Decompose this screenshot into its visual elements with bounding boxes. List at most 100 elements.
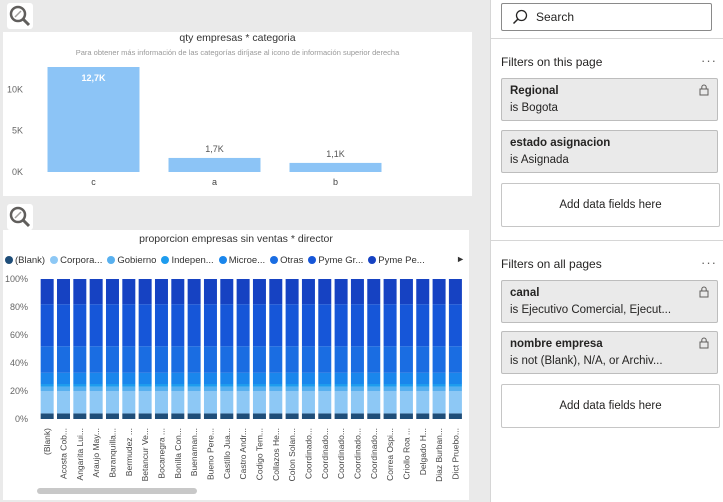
bar-segment: [187, 384, 201, 387]
horizontal-scrollbar[interactable]: [37, 488, 197, 494]
bar-segment: [105, 384, 119, 387]
pane-divider: [490, 0, 491, 502]
bar-segment: [448, 391, 462, 414]
bar-segment: [269, 304, 283, 347]
y-tick-label: 0K: [12, 167, 23, 177]
bar-segment: [187, 413, 201, 419]
legend-label: Pyme Gr...: [318, 255, 364, 266]
bar-segment: [301, 384, 315, 387]
filter-card-regional[interactable]: Regional is Bogota: [501, 78, 718, 121]
bar-segment: [203, 391, 217, 414]
bar-segment: [154, 413, 168, 419]
filter-card-title: canal: [510, 287, 540, 299]
search-icon: [512, 9, 528, 25]
bar-segment: [105, 304, 119, 347]
legend-dot-icon: [218, 256, 227, 264]
bar-segment: [285, 279, 299, 305]
chart-title: proporcion empresas sin ventas * directo…: [139, 233, 333, 245]
bar-segment: [432, 372, 446, 384]
filter-card-canal[interactable]: canal is Ejecutivo Comercial, Ejecut...: [501, 280, 718, 323]
add-data-fields-drop-zone[interactable]: Add data fields here: [501, 384, 720, 428]
section-label-this-page: Filters on this page: [501, 55, 603, 69]
stacked-bar-chart-director[interactable]: proporcion empresas sin ventas * directo…: [3, 230, 469, 500]
legend-entry[interactable]: Indepen...: [161, 255, 214, 266]
data-label: 1,7K: [205, 144, 224, 154]
legend-label: Otras: [280, 255, 304, 266]
x-tick-label: c: [91, 177, 96, 187]
bar-segment: [350, 391, 364, 414]
y-tick-label: 60%: [10, 330, 28, 340]
legend-entry[interactable]: Microe...: [218, 255, 265, 266]
bar-segment: [171, 372, 185, 384]
bar-segment: [171, 391, 185, 414]
bar-segment: [416, 413, 430, 419]
chevron-right-icon[interactable]: ►: [456, 254, 465, 264]
bar-segment: [334, 304, 348, 347]
bar-segment: [122, 413, 136, 419]
bar-segment: [416, 346, 430, 373]
bar-segment: [383, 384, 397, 387]
x-tick-label: Coordinado...: [320, 428, 330, 479]
filter-card-nombre-empresa[interactable]: nombre empresa is not (Blank), N/A, or A…: [501, 331, 718, 374]
bar-segment: [383, 304, 397, 347]
bar-segment: [40, 372, 54, 384]
bar-segment: [448, 346, 462, 373]
bar-segment: [89, 384, 103, 387]
more-options-icon[interactable]: ···: [701, 53, 717, 68]
legend-entry[interactable]: (Blank): [5, 255, 45, 266]
bar-segment: [122, 346, 136, 373]
y-tick-label: 0%: [15, 414, 28, 424]
bar-segment: [432, 384, 446, 387]
bar-segment: [383, 279, 397, 305]
bar-segment: [367, 386, 381, 391]
filter-card-estado-asignacion[interactable]: estado asignacion is Asignada: [501, 130, 718, 173]
bar-segment: [252, 413, 266, 419]
bar-segment: [138, 372, 152, 384]
filter-card-title: nombre empresa: [510, 338, 603, 350]
legend-entry[interactable]: Otras: [270, 255, 303, 266]
bar-segment: [432, 279, 446, 305]
bar-segment: [367, 391, 381, 414]
legend-entry[interactable]: Pyme Gr...: [308, 255, 363, 266]
bar-segment: [40, 304, 54, 347]
bar-segment: [154, 384, 168, 387]
bar-segment: [56, 346, 70, 373]
bar-segment: [122, 279, 136, 305]
bar-segment: [383, 346, 397, 373]
chart-legend: (Blank) Corpora... Gobierno Indepen... Micro…: [5, 255, 465, 269]
legend-entry[interactable]: Corpora...: [50, 255, 102, 266]
x-tick-label: Bermudez ...: [124, 428, 134, 476]
bar-segment: [269, 413, 283, 419]
filter-card-title: Regional: [510, 85, 559, 97]
focus-mode-icon[interactable]: [7, 204, 33, 230]
bar-segment: [40, 279, 54, 305]
bar-segment: [154, 391, 168, 414]
search-input[interactable]: Search: [501, 3, 712, 31]
bar-segment: [318, 384, 332, 387]
bar-segment: [252, 386, 266, 391]
focus-mode-icon[interactable]: [7, 3, 33, 29]
bar-segment: [318, 372, 332, 384]
bar-segment: [285, 346, 299, 373]
legend-entry[interactable]: Pyme Pe...: [368, 255, 425, 266]
more-options-icon[interactable]: ···: [701, 255, 717, 270]
bar-segment: [416, 279, 430, 305]
bar-chart-categoria[interactable]: qty empresas * categoria Para obtener má…: [3, 32, 472, 196]
bar-segment: [187, 391, 201, 414]
bar-segment: [154, 279, 168, 305]
bar-segment: [187, 386, 201, 391]
bar-segment: [448, 384, 462, 387]
section-label-all-pages: Filters on all pages: [501, 257, 602, 271]
y-tick-label: 100%: [5, 274, 28, 284]
legend-entry[interactable]: Gobierno: [107, 255, 156, 266]
bar: [289, 162, 382, 172]
bar-segment: [236, 372, 250, 384]
filter-card-value: is not (Blank), N/A, or Archiv...: [510, 355, 663, 367]
bar-segment: [236, 346, 250, 373]
bar-segment: [154, 372, 168, 384]
add-data-fields-drop-zone[interactable]: Add data fields here: [501, 183, 720, 227]
bar-segment: [318, 346, 332, 373]
x-tick-label: Bocanegra ...: [156, 428, 166, 479]
bar-segment: [252, 346, 266, 373]
bar-segment: [187, 279, 201, 305]
